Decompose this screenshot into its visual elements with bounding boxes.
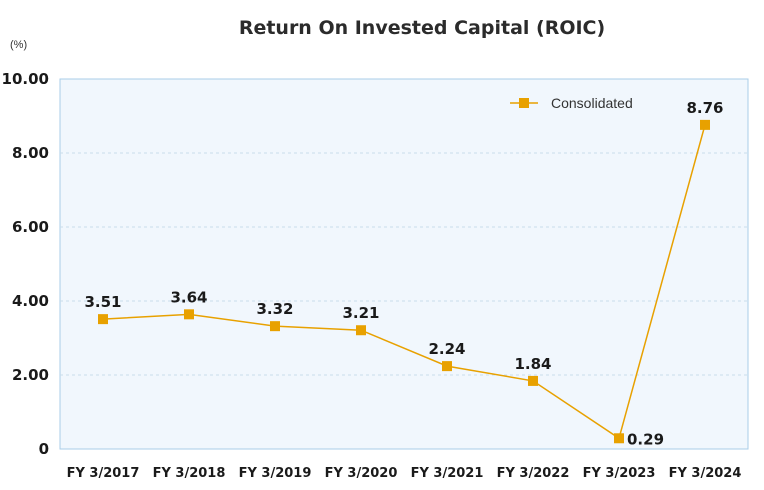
data-point-marker: [184, 309, 194, 320]
gridlines: [60, 152, 748, 376]
y-tick-label: 10.00: [2, 70, 49, 88]
y-tick-label: 0: [39, 440, 49, 458]
chart-title: Return On Invested Capital (ROIC): [239, 17, 605, 39]
data-point-marker: [528, 375, 538, 386]
series-line: [102, 124, 706, 440]
data-point-marker: [442, 361, 452, 372]
series-consolidated: 3.51 3.64 3.32 3.21 2.24 1.84 0.29 8.76: [84, 99, 723, 448]
data-point-marker: [98, 314, 108, 325]
data-point-marker: [356, 325, 366, 336]
data-label: 3.64: [170, 288, 207, 306]
data-label: 0.29: [627, 430, 664, 448]
x-tick-label: FY 3/2021: [411, 466, 484, 481]
x-tick-label: FY 3/2019: [239, 466, 312, 481]
data-label: 3.21: [342, 304, 379, 322]
x-axis-ticks: FY 3/2017 FY 3/2018 FY 3/2019 FY 3/2020 FY 3…: [67, 466, 742, 481]
data-point-marker: [614, 433, 624, 444]
x-tick-label: FY 3/2020: [325, 466, 398, 481]
plot-area: [59, 78, 749, 450]
data-label: 3.32: [256, 300, 293, 318]
data-label: 1.84: [514, 355, 551, 373]
data-point-marker: [270, 321, 280, 332]
legend: Consolidated: [510, 95, 633, 111]
legend-marker-swatch: [519, 98, 529, 108]
data-label: 3.51: [84, 293, 121, 311]
y-tick-label: 2.00: [12, 366, 49, 384]
y-tick-label: 4.00: [12, 292, 49, 310]
y-tick-label: 8.00: [12, 144, 49, 162]
data-label: 2.24: [428, 340, 465, 358]
x-tick-label: FY 3/2023: [583, 466, 656, 481]
x-tick-label: FY 3/2022: [497, 466, 570, 481]
x-tick-label: FY 3/2024: [669, 466, 742, 481]
x-tick-label: FY 3/2017: [67, 466, 140, 481]
y-axis-ticks: 0 2.00 4.00 6.00 8.00 10.00: [2, 70, 49, 458]
y-tick-label: 6.00: [12, 218, 49, 236]
data-label: 8.76: [686, 99, 723, 117]
data-point-marker: [700, 119, 710, 130]
x-tick-label: FY 3/2018: [153, 466, 226, 481]
legend-entry-consolidated: Consolidated: [551, 95, 633, 111]
y-unit-label: (%): [10, 39, 27, 51]
